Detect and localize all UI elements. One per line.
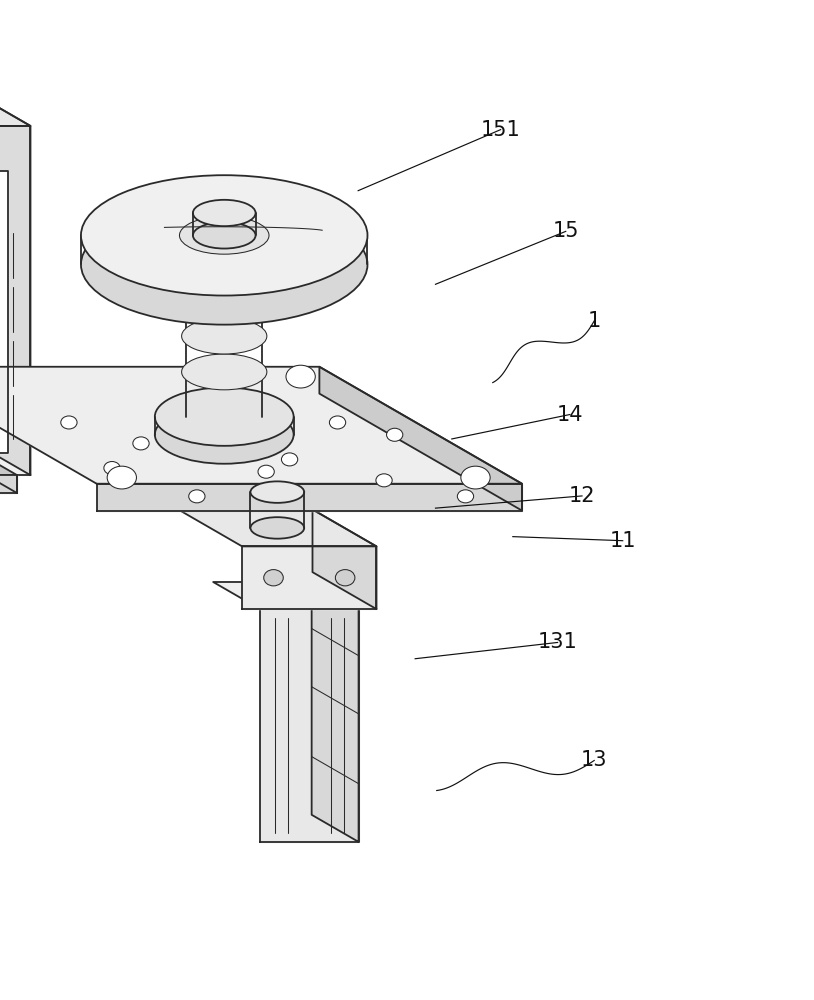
Text: 15: 15	[553, 221, 579, 241]
Ellipse shape	[179, 217, 269, 254]
Polygon shape	[0, 475, 17, 493]
Polygon shape	[319, 367, 522, 511]
Polygon shape	[243, 546, 376, 609]
Ellipse shape	[251, 481, 304, 503]
Ellipse shape	[387, 428, 403, 441]
Ellipse shape	[81, 204, 367, 325]
Ellipse shape	[155, 405, 294, 464]
Polygon shape	[0, 171, 8, 453]
Ellipse shape	[330, 416, 346, 429]
Ellipse shape	[376, 474, 392, 487]
Ellipse shape	[133, 437, 149, 450]
Polygon shape	[0, 46, 30, 126]
Polygon shape	[0, 455, 17, 493]
Polygon shape	[313, 509, 376, 609]
Ellipse shape	[282, 453, 298, 466]
Ellipse shape	[186, 248, 262, 280]
Ellipse shape	[193, 222, 256, 249]
Ellipse shape	[193, 200, 256, 226]
Ellipse shape	[107, 466, 137, 489]
Polygon shape	[0, 126, 30, 475]
Polygon shape	[0, 367, 522, 484]
Polygon shape	[97, 484, 522, 511]
Text: 131: 131	[538, 632, 577, 652]
Polygon shape	[213, 582, 358, 609]
Polygon shape	[260, 609, 358, 842]
Ellipse shape	[189, 490, 205, 503]
Ellipse shape	[264, 570, 283, 586]
Polygon shape	[0, 46, 30, 475]
Ellipse shape	[457, 490, 474, 503]
Ellipse shape	[286, 365, 315, 388]
Polygon shape	[178, 509, 376, 546]
Ellipse shape	[335, 570, 355, 586]
Ellipse shape	[81, 175, 367, 296]
Polygon shape	[312, 582, 358, 842]
Text: 151: 151	[481, 120, 520, 140]
Text: 12: 12	[569, 486, 595, 506]
Text: 1: 1	[588, 311, 601, 331]
Ellipse shape	[61, 416, 77, 429]
Ellipse shape	[155, 388, 294, 446]
Text: 13: 13	[581, 750, 607, 770]
Ellipse shape	[461, 466, 490, 489]
Ellipse shape	[182, 282, 267, 318]
Ellipse shape	[258, 465, 274, 478]
Ellipse shape	[104, 462, 120, 475]
Text: 11: 11	[610, 531, 636, 551]
Ellipse shape	[251, 517, 304, 539]
Ellipse shape	[182, 354, 267, 390]
Text: 14: 14	[557, 405, 583, 425]
Ellipse shape	[182, 318, 267, 354]
